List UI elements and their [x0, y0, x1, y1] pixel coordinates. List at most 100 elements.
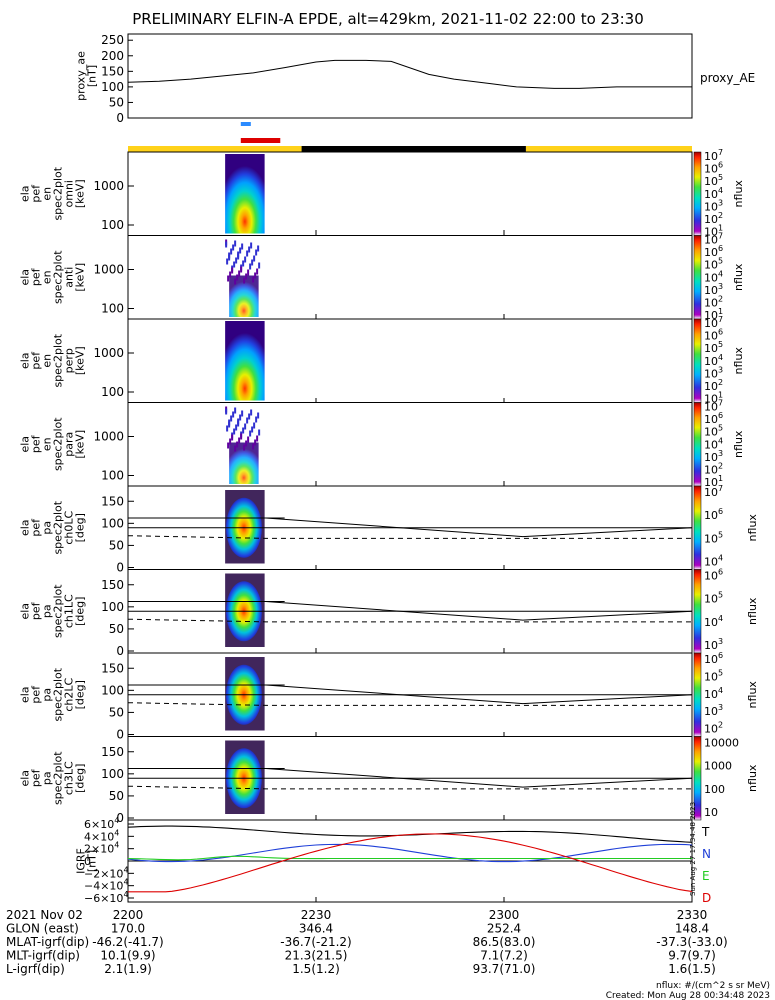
spectrogram-blob — [225, 239, 261, 317]
footer-nflux-units: nflux: #/(cm^2 s sr MeV) — [656, 981, 770, 991]
proxy-ae-frame — [127, 33, 693, 119]
colorbar-tick-label: 103 — [704, 703, 723, 718]
colorbar-tick-label: 102 — [704, 461, 723, 476]
spectrogram-speckle — [256, 268, 259, 275]
spectrogram-speckle — [231, 434, 234, 441]
spectrogram-ytick-label: 100 — [101, 469, 124, 483]
proxy-ae-ytick-label: 150 — [101, 64, 124, 78]
igrf-legend-d: D — [702, 891, 711, 905]
pitch-ytick-label: 100 — [101, 767, 124, 781]
igrf-ytick-label: −2×104 — [84, 865, 129, 880]
colorbar-tick-label: 101 — [704, 307, 723, 322]
spectrogram-speckle — [228, 421, 231, 428]
spectrogram-speckle — [244, 423, 247, 430]
colorbar-tick-label: 102 — [704, 378, 723, 393]
ephemeris-value: 10.1(9.9) — [100, 949, 155, 963]
spectrogram-speckle — [258, 262, 261, 269]
science-zone-marker — [240, 138, 281, 143]
spectrogram-speckle — [251, 426, 254, 433]
ephemeris-value: 2300 — [489, 908, 520, 922]
colorbar-label-text: nflux — [732, 263, 745, 291]
spectrogram-blob-fill — [225, 154, 265, 234]
spectrogram-speckle — [227, 442, 230, 449]
pitch-ytick-label: 50 — [109, 705, 124, 719]
colorbar-tick-label: 107 — [704, 484, 723, 499]
spectrogram-speckle — [235, 257, 238, 264]
pitch-ylabel-line: pef — [30, 601, 43, 620]
colorbar-label-text: nflux — [732, 430, 745, 458]
proxy-ae-ylabel-line: [nT] — [86, 65, 99, 87]
pitch-lc-line — [265, 768, 693, 788]
pitch-ylabel-line: ch2LC — [63, 678, 76, 712]
spectrogram-ylabel-line: pef — [30, 184, 43, 203]
colorbar-tick-label: 103 — [704, 449, 723, 464]
colorbar-tick-label: 105 — [704, 530, 723, 545]
ephemeris-value: 9.7(9.7) — [668, 949, 716, 963]
igrf-e-line — [127, 855, 692, 861]
status-bar-segment — [525, 146, 692, 152]
proxy-ae-ylabel: proxy_ae[nT] — [75, 51, 99, 101]
colorbar-label: nflux — [732, 347, 745, 375]
pitch-ylabel-line: ela — [19, 519, 32, 536]
colorbar-tick-label: 107 — [704, 148, 723, 163]
ephemeris-row-label: 2021 Nov 02 — [6, 908, 83, 922]
colorbar-tick-label: 104 — [704, 554, 723, 569]
colorbar-label: nflux — [732, 180, 745, 208]
spectrogram-speckle — [253, 422, 256, 429]
spectrogram-blob — [225, 406, 261, 484]
spectrogram-speckle — [240, 433, 243, 440]
pitch-ylabel-line: pa — [41, 521, 54, 535]
spectrogram-speckle — [257, 412, 260, 419]
spectrogram-speckle — [249, 430, 252, 437]
proxy-ae-ylabel-line: proxy_ae — [75, 51, 88, 101]
spectrogram-speckle — [258, 429, 261, 436]
spectrogram-speckle — [243, 277, 246, 284]
pitch-ytick-label: 0 — [116, 811, 124, 825]
spectrogram-speckle — [232, 411, 235, 418]
spectrogram-speckle — [240, 266, 243, 273]
spectrogram-speckle — [229, 271, 232, 278]
igrf-ytick-label: 2×104 — [84, 841, 119, 856]
proxy-ae-right-label: proxy_AE — [700, 71, 755, 85]
spectrogram-ylabel-line: en — [41, 187, 54, 201]
colorbar-tick-label: 105 — [704, 173, 723, 188]
spectrogram-speckle — [237, 253, 240, 260]
pitch-ytick-label: 0 — [116, 728, 124, 742]
colorbar-tick-label: 101 — [704, 224, 723, 239]
spectrogram-ylabel-line: anti — [63, 267, 76, 288]
pitch-ytick-label: 150 — [101, 578, 124, 592]
colorbar — [693, 402, 702, 487]
ephemeris-value: 2330 — [677, 908, 708, 922]
spectrogram-ylabel-line: en — [41, 354, 54, 368]
spectrogram-ylabel-line: pef — [30, 267, 43, 286]
igrf-ylabel-line: IGRF — [75, 848, 88, 874]
pitch-ylabel-line: pef — [30, 518, 43, 537]
colorbar-tick-label: 104 — [704, 353, 723, 368]
spectrogram-ylabel-line: spec2plot — [52, 333, 65, 387]
spectrogram-ylabel-line: spec2plot — [52, 250, 65, 304]
spectrogram-ylabel-line: [keV] — [74, 346, 87, 375]
ephemeris-value: -36.7(-21.2) — [280, 935, 351, 949]
colorbar-label: nflux — [746, 681, 759, 709]
proxy-ae-ytick-label: 100 — [101, 80, 124, 94]
pitch-ytick-label: 100 — [101, 600, 124, 614]
spectrogram-speckle — [238, 270, 241, 277]
pitch-ytick-label: 50 — [109, 789, 124, 803]
ephemeris-value: 170.0 — [111, 922, 145, 936]
spectrogram-ylabel-line: omni — [63, 180, 76, 207]
pitch-ytick-label: 150 — [101, 745, 124, 759]
ephemeris-value: 2230 — [301, 908, 332, 922]
colorbar-label: nflux — [746, 514, 759, 542]
spectrogram-ylabel-line: [keV] — [74, 263, 87, 292]
colorbar-tick-label: 103 — [704, 365, 723, 380]
colorbar-label-text: nflux — [746, 597, 759, 625]
pitch-ylabel-line: ela — [19, 770, 32, 787]
spectrogram-speckle — [245, 273, 248, 280]
pitch-ytick-label: 0 — [116, 561, 124, 575]
spectrogram-ylabel-line: spec2plot — [52, 417, 65, 471]
colorbar — [693, 569, 702, 654]
spectrogram-speckle — [247, 269, 250, 276]
